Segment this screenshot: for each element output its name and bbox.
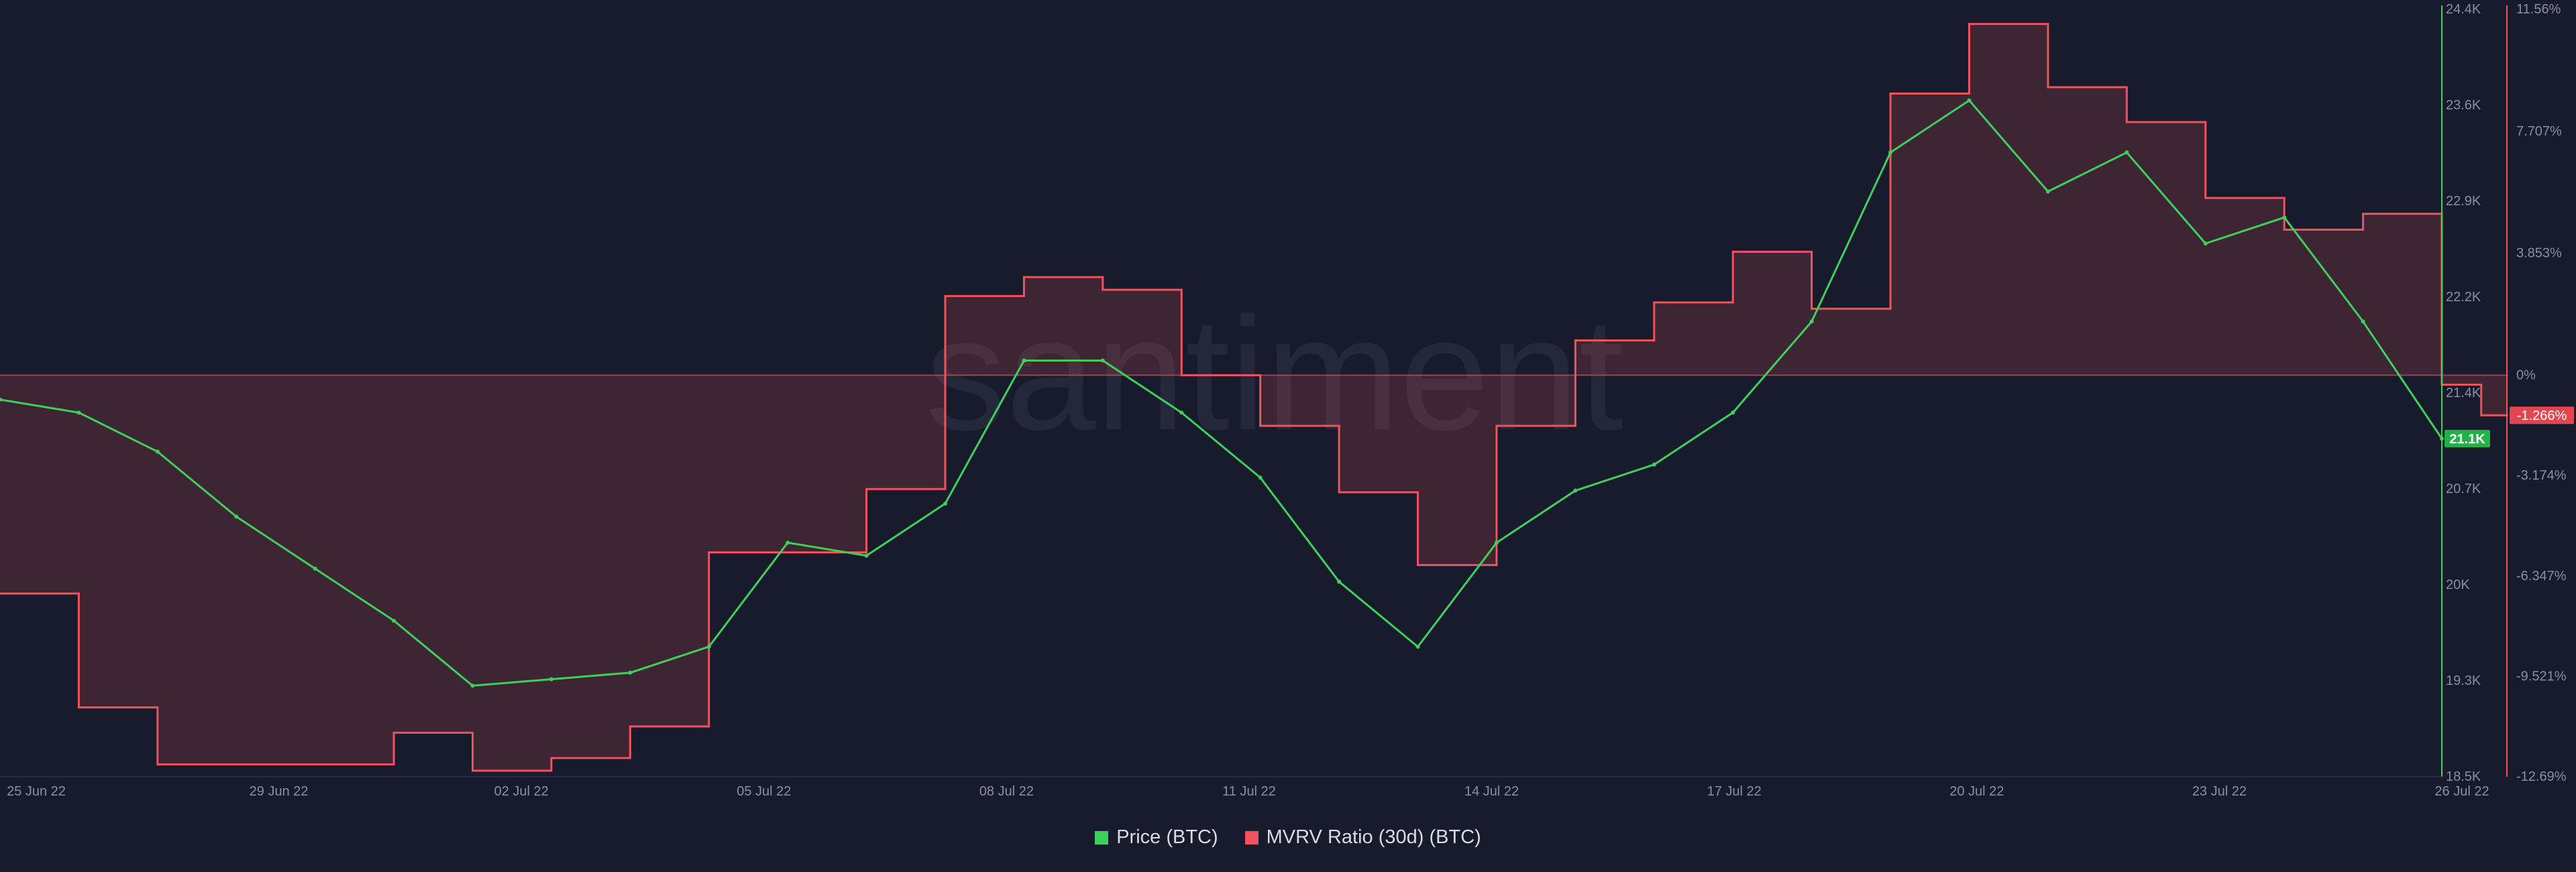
legend-swatch-price [1095,830,1109,844]
price-point [1100,358,1105,363]
price-line-layer [0,98,2444,688]
price-point [1494,540,1499,545]
left-tick-label: 24.4K [2446,2,2481,17]
mvrv-area-fill [0,23,2508,771]
x-tick-label: 05 Jul 22 [737,784,791,799]
price-point [2361,319,2365,324]
left-tick-label: 21.4K [2446,386,2481,400]
price-point [706,645,711,649]
left-tick-label: 20.7K [2446,482,2481,496]
left-tick-label: 22.9K [2446,194,2481,209]
price-point [1888,150,1893,155]
left-tick-label: 20K [2446,578,2470,592]
price-point [1652,462,1656,467]
mvrv-current-badge [2510,406,2574,425]
left-tick-label: 23.6K [2446,98,2481,113]
left-tick-label: 19.3K [2446,673,2481,688]
right-tick-label: 7.707% [2516,124,2562,139]
x-tick-label: 11 Jul 22 [1222,784,1276,799]
x-tick-label: 02 Jul 22 [494,784,549,799]
price-current-label: 21.1K [2449,432,2485,447]
legend: Price (BTC) MVRV Ratio (30d) (BTC) [0,826,2576,849]
left-tick-label: 18.5K [2446,769,2481,784]
mvrv-line [0,23,2508,772]
price-point [1415,645,1420,649]
price-point [864,553,869,558]
price-point [1967,98,1972,103]
price-point [2282,215,2287,220]
price-point [76,411,81,415]
x-tick-label: 26 Jul 22 [2434,784,2489,799]
price-point [0,397,2,402]
price-point [234,514,239,519]
x-tick-label: 20 Jul 22 [1949,784,2004,799]
left-tick-label: 22.2K [2446,290,2481,305]
price-point [786,540,790,545]
right-tick-label: -9.521% [2516,669,2567,684]
right-tick-label: -12.69% [2516,769,2567,784]
price-point [1022,358,1026,363]
price-point [1337,580,1342,584]
price-point [1809,319,1814,324]
price-point [470,684,475,688]
price-point [392,618,396,623]
legend-item-price[interactable]: Price (BTC) [1095,826,1218,849]
right-tick-label: -3.174% [2516,468,2567,483]
price-point [2125,150,2129,155]
price-point [628,670,633,675]
price-point [1731,411,1735,415]
x-tick-label: 25 Jun 22 [7,784,66,799]
right-tick-label: 11.56% [2516,2,2561,17]
axes: 24.4K 23.6K 22.9K 22.2K 21.4K 20.7K 20K 19.3K 18… [0,2,2574,799]
price-point [1258,476,1263,480]
price-point [1179,411,1184,415]
x-tick-label: 29 Jun 22 [250,784,309,799]
x-tick-label: 23 Jul 22 [2192,784,2247,799]
price-point [2045,189,2050,194]
price-point [2203,241,2208,246]
price-point [1573,488,1578,493]
price-current-badge [2445,429,2490,447]
legend-item-mvrv[interactable]: MVRV Ratio (30d) (BTC) [1244,826,1481,849]
right-tick-label: -6.347% [2516,569,2567,584]
right-tick-label: 3.853% [2516,246,2562,261]
legend-swatch-mvrv [1244,830,1258,844]
watermark: santiment [926,284,1624,464]
x-tick-label: 08 Jul 22 [979,784,1034,799]
right-tick-label: 0% [2516,368,2536,382]
legend-label-mvrv: MVRV Ratio (30d) (BTC) [1266,826,1481,848]
price-point [155,449,160,454]
price-point [549,677,553,682]
legend-label-price: Price (BTC) [1116,826,1218,848]
mvrv-current-label: -1.266% [2517,408,2567,423]
mvrv-area [0,23,2508,771]
price-point [313,566,317,571]
x-tick-label: 14 Jul 22 [1464,784,1519,799]
mvrv-line-layer [0,23,2508,772]
price-line [0,99,2443,687]
price-point [943,501,948,506]
x-tick-label: 17 Jul 22 [1707,784,1762,799]
